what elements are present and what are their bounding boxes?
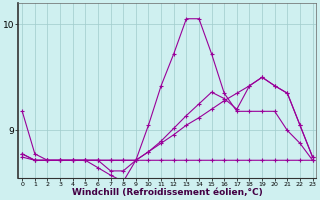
X-axis label: Windchill (Refroidissement éolien,°C): Windchill (Refroidissement éolien,°C) (72, 188, 263, 197)
